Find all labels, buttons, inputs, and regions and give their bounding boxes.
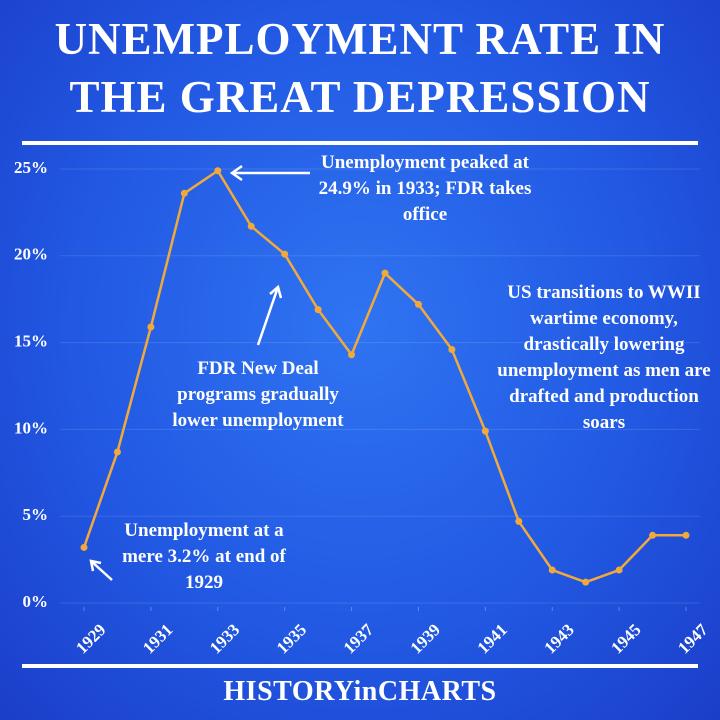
data-point (615, 566, 623, 574)
y-tick-label: 0% (23, 592, 49, 611)
arrow (229, 164, 310, 182)
x-tick-label: 1947 (674, 620, 712, 658)
x-tick-label: 1945 (607, 620, 644, 657)
annotation: FDR New Deal programs gradually lower un… (172, 358, 344, 431)
x-tick-label: 1935 (273, 620, 310, 657)
data-point (682, 531, 690, 539)
y-tick-label: 5% (23, 505, 49, 524)
annotation: Unemployment peaked at 24.9% in 1933; FD… (318, 152, 532, 225)
data-point (247, 222, 255, 230)
data-point (147, 323, 155, 331)
y-tick-label: 15% (14, 332, 48, 351)
annotation: US transitions to WWII wartime economy, … (497, 282, 711, 433)
data-point (314, 306, 322, 314)
data-point (481, 427, 489, 435)
y-tick-label: 25% (14, 158, 48, 177)
data-point (448, 346, 456, 354)
arrows (89, 164, 310, 581)
x-tick-label: 1943 (540, 620, 577, 657)
data-point (113, 448, 121, 456)
y-tick-label: 10% (14, 418, 48, 437)
arrow (89, 559, 113, 581)
data-point (281, 250, 289, 258)
x-tick-label: 1937 (340, 620, 378, 658)
data-point (414, 300, 422, 308)
x-tick-label: 1939 (407, 620, 444, 657)
data-point (180, 189, 188, 197)
data-point (515, 517, 523, 525)
arrow (256, 284, 283, 346)
data-point (582, 578, 590, 586)
y-tick-label: 20% (14, 245, 48, 264)
annotation: Unemployment at a mere 3.2% at end of 19… (122, 520, 286, 593)
x-tick-label: 1941 (473, 620, 510, 657)
footer: HISTORYinCHARTS (223, 676, 497, 707)
data-point (381, 269, 389, 277)
chart-title: UNEMPLOYMENT RATE IN THE GREAT DEPRESSIO… (54, 14, 666, 122)
data-point (80, 543, 88, 551)
data-point (214, 167, 222, 175)
x-tick-label: 1933 (206, 620, 243, 657)
data-point (649, 531, 657, 539)
data-point (348, 351, 356, 359)
x-tick-label: 1929 (72, 620, 109, 657)
data-point (548, 566, 556, 574)
x-tick-label: 1931 (139, 620, 176, 657)
